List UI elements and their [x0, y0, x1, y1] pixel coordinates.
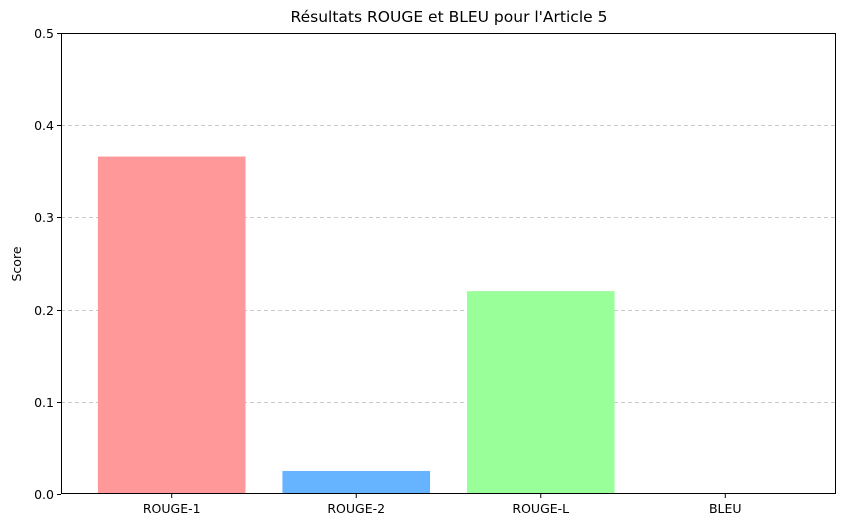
y-tick-label: 0.4	[34, 118, 54, 133]
y-tick-label: 0.5	[34, 26, 54, 41]
y-tick-label: 0.2	[34, 303, 54, 318]
bars	[97, 156, 615, 494]
y-tick-label: 0.1	[34, 395, 54, 410]
x-tick-label: ROUGE-L	[512, 501, 569, 516]
y-tick-label: 0.0	[34, 487, 54, 502]
x-tick-label: ROUGE-1	[143, 501, 201, 516]
y-tick-label: 0.3	[34, 210, 54, 225]
y-axis-label: Score	[9, 246, 24, 281]
x-tick-label: ROUGE-2	[327, 501, 385, 516]
bar-rouge-2	[282, 470, 431, 494]
y-axis-ticks: 0.0 0.1 0.2 0.3 0.4 0.5	[34, 26, 61, 502]
bar-rouge-l	[466, 291, 615, 494]
x-tick-label: BLEU	[709, 501, 742, 516]
chart-title: Résultats ROUGE et BLEU pour l'Article 5	[291, 8, 608, 26]
bar-rouge-1	[97, 156, 246, 494]
x-axis-ticks: ROUGE-1 ROUGE-2 ROUGE-L BLEU	[143, 494, 742, 516]
plot-frame	[61, 33, 836, 494]
